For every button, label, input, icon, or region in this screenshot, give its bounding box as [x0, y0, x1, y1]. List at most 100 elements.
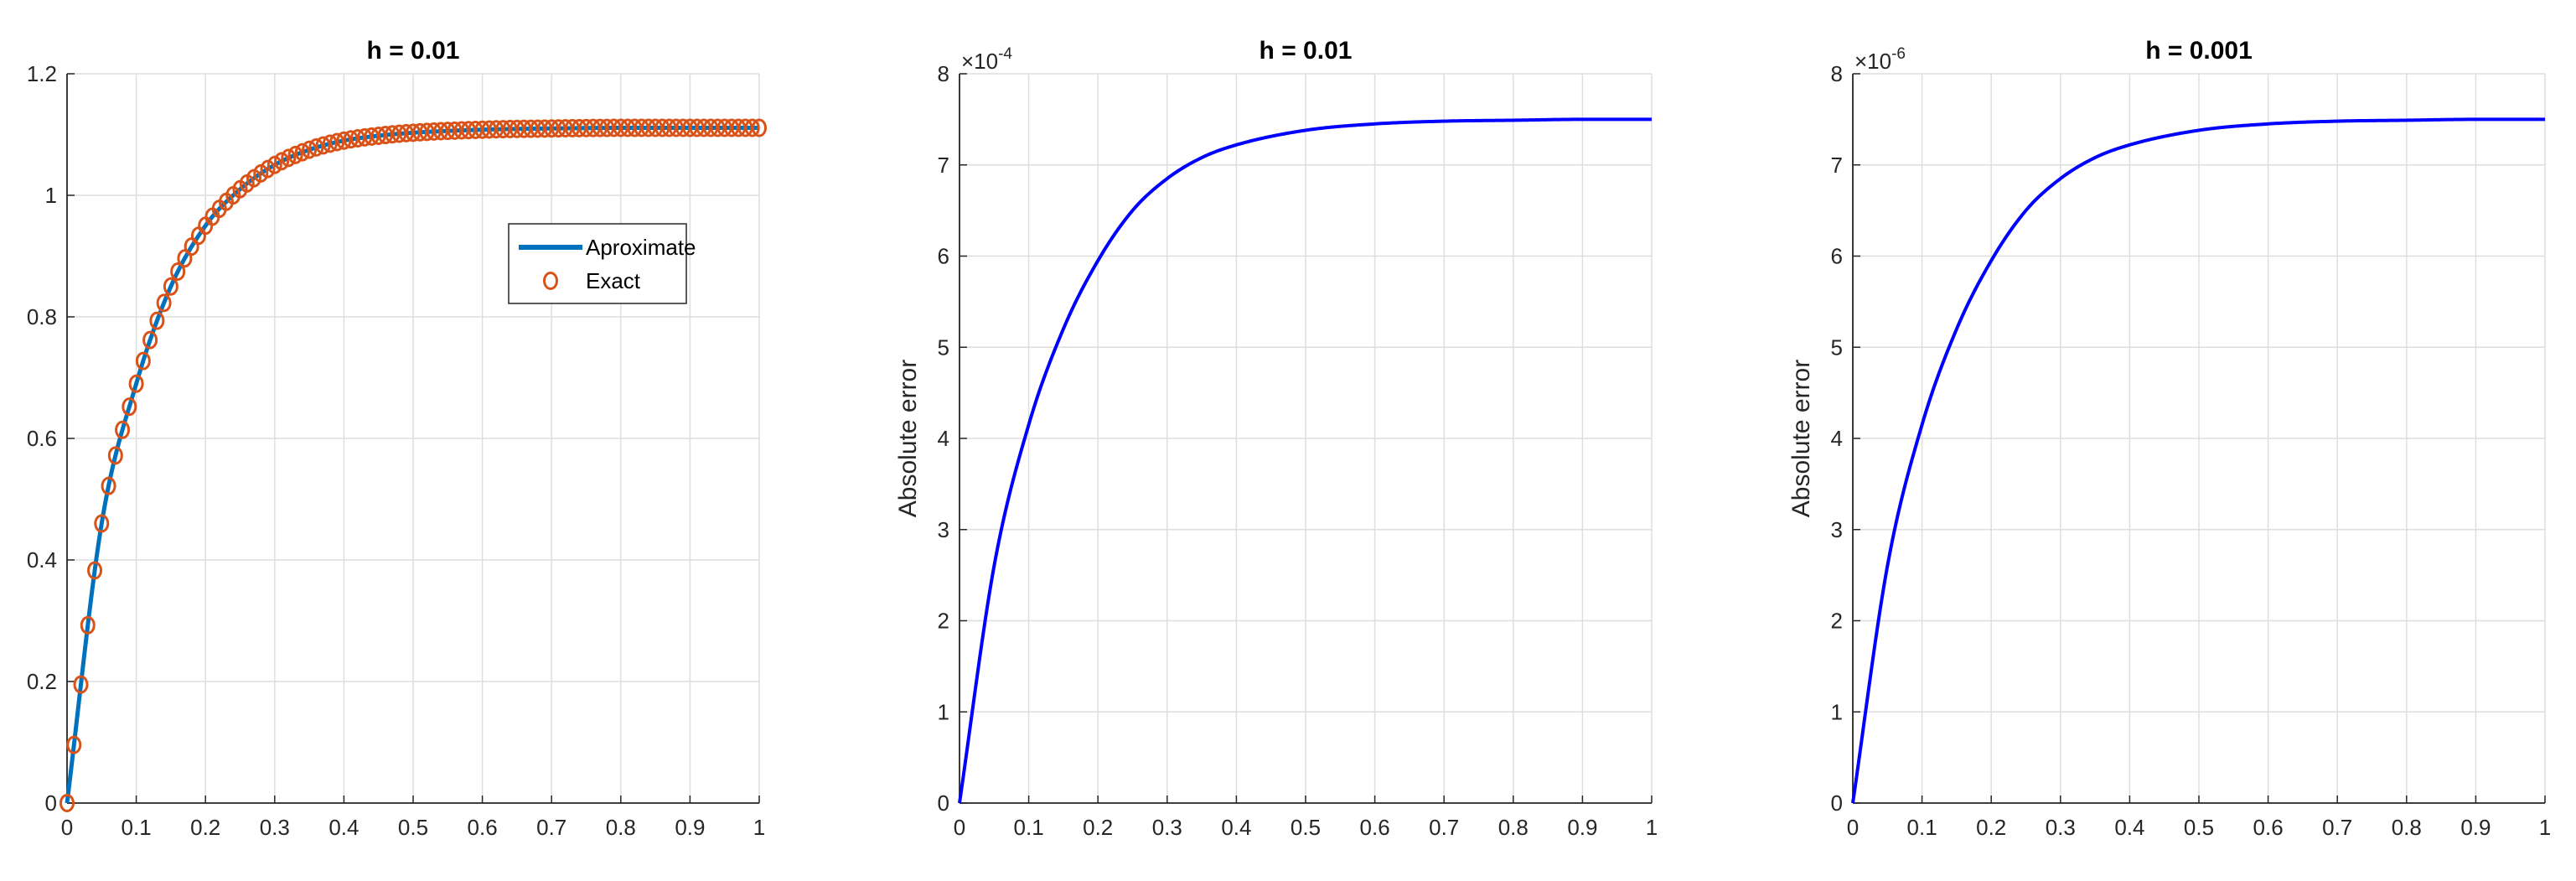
x-tick-label: 0.9: [675, 815, 705, 840]
chart-title: h = 0.01: [1260, 37, 1353, 65]
x-tick-label: 0.6: [2253, 815, 2284, 840]
panel-absolute-error-h-0-01: 0 0.1 0.2 0.3 0.4 0.5 0.6 0.7 0.8 0.9 1 0 1 2 3 4 5 6 7 8 h …: [894, 37, 1658, 840]
data-point-exact: [385, 125, 401, 144]
y-axis-label: Absolute error: [894, 360, 922, 517]
y-tick-label: 2: [1831, 609, 1843, 634]
data-point-exact: [329, 132, 345, 152]
y-exponent-base: ×10: [961, 49, 998, 74]
y-exponent-base: ×10: [1854, 49, 1891, 74]
data-point-exact: [675, 118, 691, 137]
x-tick-label: 0.6: [468, 815, 498, 840]
data-point-exact: [592, 118, 608, 137]
data-point-exact: [523, 119, 539, 138]
data-point-exact: [122, 397, 137, 417]
data-point-exact: [564, 118, 580, 137]
data-point-exact: [149, 311, 165, 330]
data-point-exact: [606, 118, 622, 137]
data-point-exact: [703, 118, 719, 137]
data-point-exact: [419, 122, 435, 142]
y-tick-label: 7: [1831, 153, 1843, 178]
data-point-exact: [66, 735, 82, 754]
y-tick-label: 1: [938, 699, 949, 724]
data-point-exact: [744, 118, 760, 137]
x-tick-label: 0.1: [122, 815, 152, 840]
y-tick-label: 4: [1831, 426, 1843, 451]
data-point-exact: [357, 127, 373, 147]
chart-title: h = 0.001: [2145, 37, 2253, 65]
data-point-exact: [142, 330, 158, 350]
data-point-exact: [364, 127, 380, 146]
x-tick-label: 0.7: [536, 815, 566, 840]
data-point-exact: [412, 122, 428, 142]
y-tick-label: 8: [1831, 61, 1843, 86]
data-point-exact: [274, 152, 290, 171]
x-tick-label: 0: [954, 815, 965, 840]
x-tick-label: 0.5: [2184, 815, 2214, 840]
data-point-exact: [156, 293, 172, 313]
legend-label-aproximate: Aproximate: [586, 235, 696, 260]
data-point-exact: [406, 123, 421, 143]
data-point-exact: [530, 119, 546, 138]
x-tick-label: 1: [753, 815, 765, 840]
data-point-exact: [101, 476, 116, 495]
y-tick-label: 3: [1831, 517, 1843, 542]
data-point-exact: [710, 118, 726, 137]
y-exponent-label: ×10-6: [1854, 45, 1906, 74]
x-tick-label: 0.3: [1152, 815, 1182, 840]
y-tick-label: 7: [938, 153, 949, 178]
data-point-exact: [370, 126, 386, 145]
data-point-exact: [599, 118, 615, 137]
x-tick-label: 0.8: [1498, 815, 1529, 840]
data-point-exact: [80, 615, 96, 635]
data-point-exact: [516, 119, 532, 138]
data-point-exact: [73, 675, 89, 694]
series-line-absolute-error: [1851, 117, 2545, 804]
data-point-exact: [135, 351, 151, 371]
data-point-exact: [107, 446, 123, 465]
data-point-exact: [391, 124, 407, 143]
y-tick-label: 5: [938, 334, 949, 360]
legend-swatch-exact: [543, 272, 558, 290]
y-tick-label: 6: [938, 244, 949, 269]
y-tick-label: 1.2: [27, 61, 57, 86]
data-point-exact: [737, 118, 753, 137]
x-tick-label: 1: [2539, 815, 2551, 840]
data-point-exact: [163, 277, 178, 296]
y-exponent-label: ×10-4: [961, 45, 1012, 74]
data-point-exact: [731, 118, 747, 137]
data-point-exact: [634, 118, 649, 137]
data-point-exact: [322, 134, 338, 153]
data-point-exact: [585, 118, 601, 137]
data-point-exact: [115, 420, 131, 439]
data-point-exact: [661, 118, 677, 137]
data-point-exact: [170, 262, 186, 282]
data-point-exact: [398, 123, 414, 143]
data-point-exact: [266, 155, 282, 174]
x-tick-label: 0.4: [2114, 815, 2144, 840]
data-point-exact: [87, 561, 103, 580]
data-point-exact: [453, 121, 469, 140]
data-point-exact: [489, 120, 504, 139]
x-tick-label: 0: [1847, 815, 1859, 840]
data-point-exact: [336, 131, 352, 150]
data-point-exact: [94, 514, 110, 533]
x-tick-label: 0.8: [2392, 815, 2422, 840]
data-point-exact: [668, 118, 684, 137]
data-point-exact: [287, 145, 303, 164]
y-tick-label: 3: [938, 517, 949, 542]
y-tick-label: 5: [1831, 334, 1843, 360]
data-point-exact: [260, 159, 276, 179]
x-tick-label: 0.3: [260, 815, 290, 840]
data-point-exact: [682, 118, 698, 137]
data-point-exact: [544, 119, 560, 138]
data-point-exact: [302, 140, 318, 159]
y-tick-label: 0: [938, 790, 949, 816]
data-point-exact: [128, 374, 144, 393]
data-point-exact: [447, 121, 463, 140]
series-exact-markers: [59, 118, 767, 812]
y-tick-label: 4: [938, 426, 949, 451]
data-point-exact: [640, 118, 656, 137]
x-tick-label: 0.1: [1907, 815, 1937, 840]
data-point-exact: [509, 119, 525, 138]
